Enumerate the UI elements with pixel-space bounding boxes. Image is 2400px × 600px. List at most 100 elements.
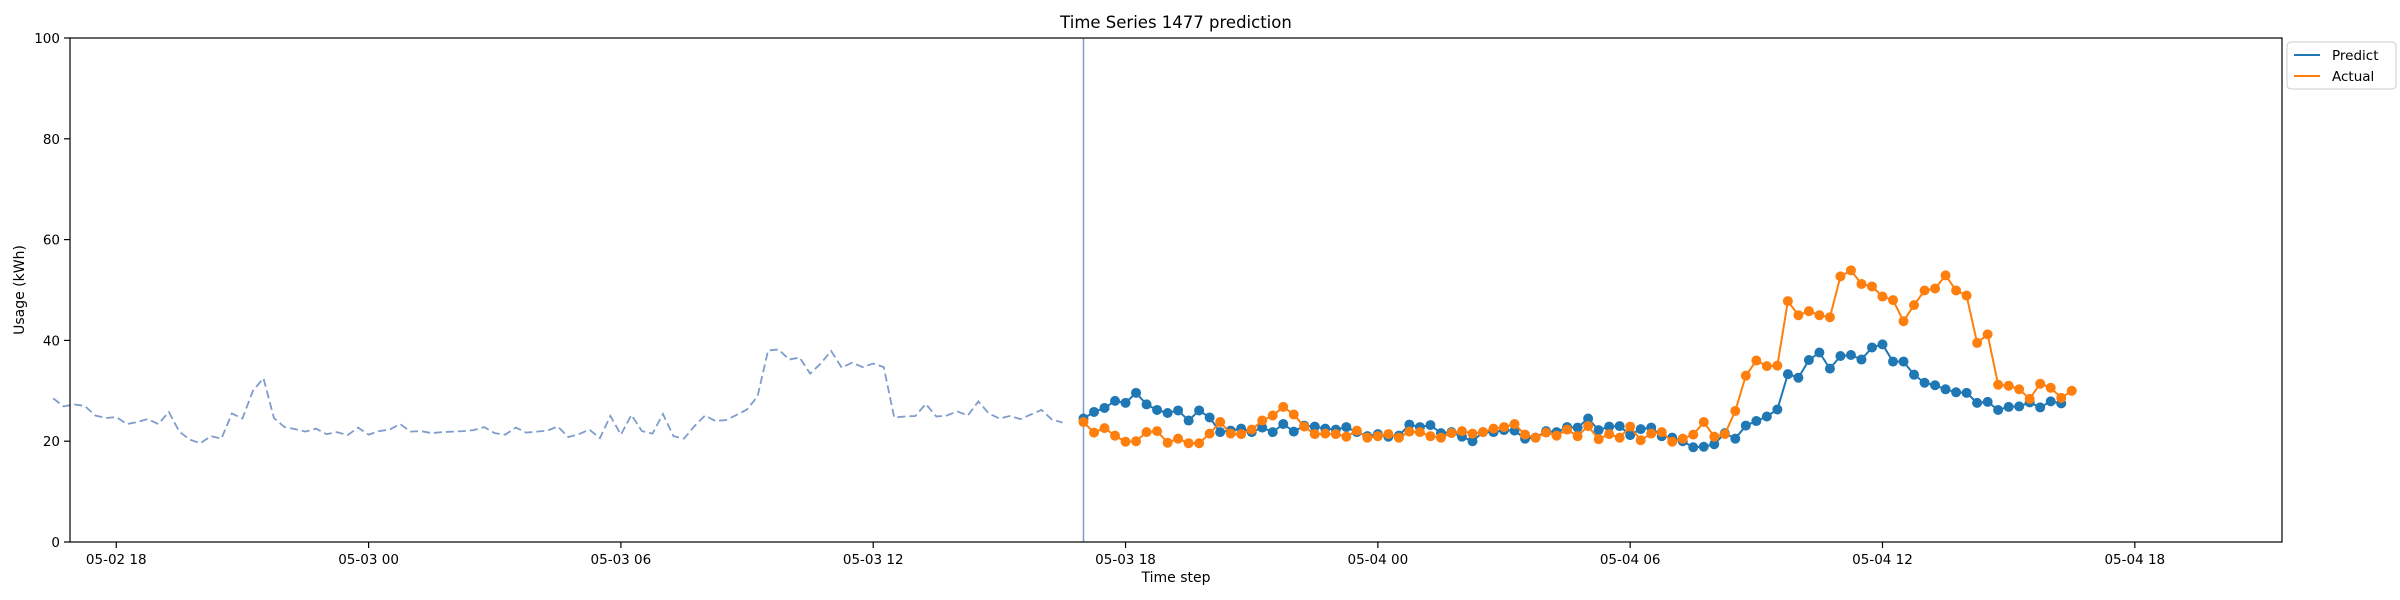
- point-predict: [1425, 420, 1436, 431]
- point-predict: [1688, 442, 1699, 453]
- point-actual: [1393, 432, 1404, 443]
- point-predict: [1898, 356, 1909, 367]
- point-actual: [1982, 329, 1993, 340]
- point-predict: [1930, 380, 1941, 391]
- point-actual: [2056, 392, 2067, 403]
- point-actual: [1236, 429, 1247, 440]
- point-actual: [1667, 436, 1678, 447]
- series-actual: [1078, 265, 2077, 449]
- point-predict: [1089, 406, 1099, 417]
- point-actual: [1961, 290, 1972, 301]
- point-actual: [1225, 428, 1236, 439]
- point-actual: [1351, 425, 1362, 436]
- point-actual: [1330, 429, 1341, 440]
- point-actual: [1845, 265, 1856, 276]
- x-axis: 05-02 18 05-03 00 05-03 06 05-03 12 05-03 18…: [86, 542, 2165, 568]
- y-axis: 0 20 40 60 80 100: [34, 31, 70, 551]
- point-predict: [1761, 411, 1772, 422]
- point-actual: [1446, 428, 1457, 439]
- point-actual: [1499, 422, 1510, 433]
- legend-box: [2286, 41, 2397, 90]
- point-actual: [1110, 430, 1121, 441]
- point-predict: [1982, 396, 1993, 407]
- point-actual: [1288, 409, 1299, 420]
- point-predict: [1404, 419, 1415, 430]
- point-actual: [1888, 295, 1899, 306]
- point-predict: [1824, 363, 1835, 374]
- point-predict: [1961, 387, 1972, 398]
- point-predict: [1793, 372, 1804, 383]
- point-predict: [2014, 401, 2025, 412]
- x-axis-label: Time step: [1141, 570, 1211, 586]
- point-actual: [1278, 401, 1289, 412]
- point-actual: [1194, 438, 1205, 449]
- point-predict: [1625, 430, 1636, 441]
- point-actual: [1425, 431, 1436, 442]
- point-predict: [1888, 356, 1899, 367]
- point-actual: [1604, 429, 1615, 440]
- x-tick-label: 05-03 00: [338, 552, 399, 568]
- point-predict: [1635, 424, 1646, 435]
- point-actual: [1173, 433, 1184, 444]
- point-predict: [1835, 351, 1846, 362]
- point-predict: [1803, 355, 1814, 366]
- x-tick-label: 05-03 18: [1095, 552, 1156, 568]
- marks: [52, 38, 2077, 542]
- point-predict: [1593, 425, 1604, 436]
- point-predict: [1131, 387, 1142, 398]
- x-tick-label: 05-04 00: [1348, 552, 1409, 568]
- point-predict: [1709, 439, 1720, 450]
- point-actual: [1341, 431, 1352, 442]
- point-predict: [1909, 369, 1920, 380]
- point-actual: [1562, 424, 1573, 435]
- point-actual: [1909, 300, 1920, 311]
- point-predict: [1751, 416, 1762, 427]
- legend: Predict Actual: [2286, 41, 2397, 90]
- point-actual: [1299, 421, 1310, 432]
- point-actual: [1435, 432, 1446, 443]
- point-actual: [1877, 291, 1888, 302]
- point-actual: [1509, 419, 1520, 430]
- point-predict: [1309, 421, 1320, 432]
- point-predict: [1204, 412, 1215, 423]
- point-predict: [1845, 350, 1856, 361]
- point-actual: [1625, 421, 1636, 432]
- point-actual: [1572, 431, 1583, 442]
- point-actual: [1204, 428, 1215, 439]
- point-actual: [1824, 312, 1835, 323]
- point-actual: [1141, 427, 1152, 438]
- point-predict: [1141, 399, 1152, 410]
- point-actual: [1372, 431, 1383, 442]
- point-actual: [2024, 393, 2035, 404]
- point-predict: [2035, 402, 2046, 413]
- point-actual: [1698, 417, 1709, 428]
- point-predict: [1194, 405, 1205, 416]
- point-actual: [1898, 316, 1909, 327]
- point-predict: [1877, 339, 1888, 350]
- point-actual: [1477, 427, 1488, 438]
- point-actual: [1551, 430, 1562, 441]
- y-tick-label: 60: [43, 233, 60, 249]
- x-tick-label: 05-04 06: [1600, 552, 1661, 568]
- chart-title: Time Series 1477 prediction: [1059, 13, 1292, 32]
- point-actual: [1835, 271, 1846, 282]
- point-actual: [2066, 385, 2077, 396]
- point-actual: [1320, 428, 1331, 439]
- point-predict: [1856, 354, 1867, 365]
- point-actual: [1099, 423, 1110, 434]
- point-actual: [1772, 360, 1783, 371]
- point-predict: [1120, 397, 1131, 408]
- point-predict: [1267, 427, 1278, 438]
- point-actual: [1793, 310, 1804, 321]
- plot-area: [70, 38, 2282, 542]
- point-actual: [1362, 432, 1373, 443]
- point-predict: [1740, 420, 1751, 431]
- point-actual: [1730, 405, 1741, 416]
- point-predict: [1972, 397, 1983, 408]
- point-actual: [1541, 427, 1552, 438]
- point-predict: [2045, 396, 2056, 407]
- x-tick-label: 05-03 12: [843, 552, 904, 568]
- point-predict: [1162, 407, 1173, 418]
- point-actual: [1309, 429, 1320, 440]
